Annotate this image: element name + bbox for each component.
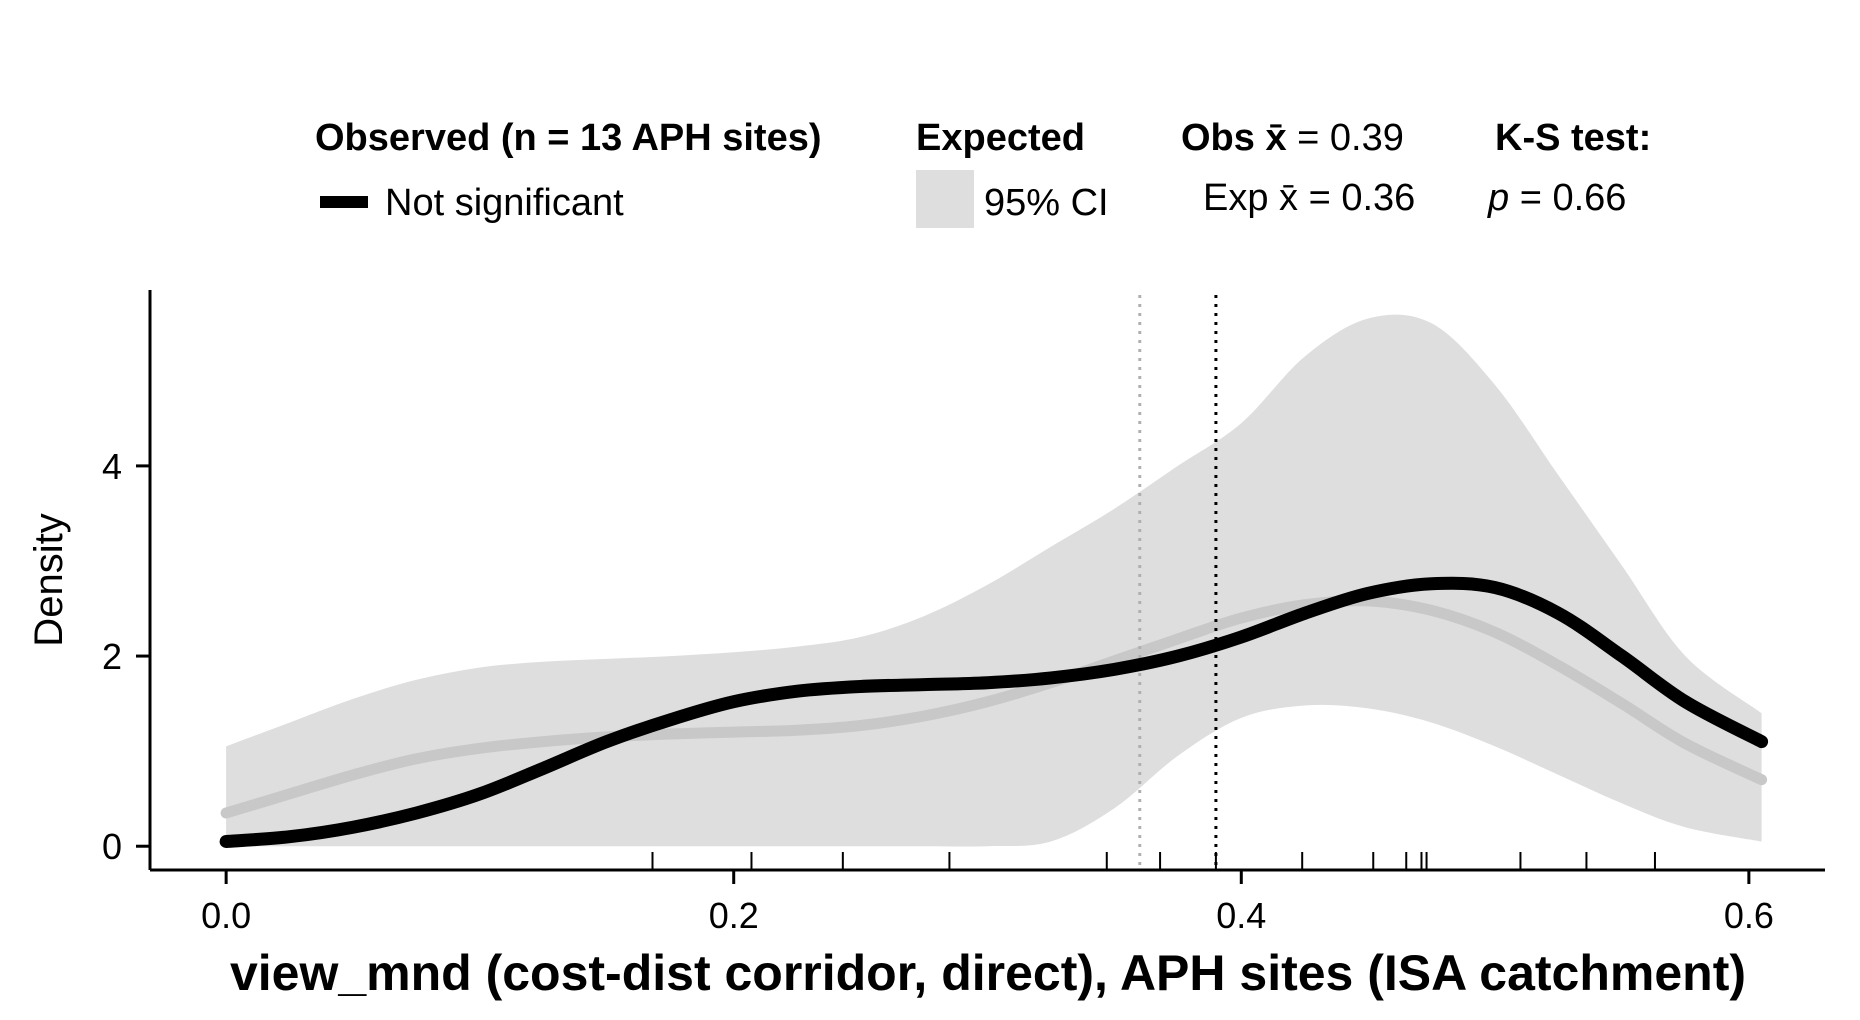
x-tick-label: 0.4: [1216, 895, 1266, 936]
obs-mean-label: Obs x̄ = 0.39: [1181, 117, 1404, 159]
x-tick-label: 0.2: [709, 895, 759, 936]
ks-test-title: K-S test:: [1495, 117, 1651, 159]
legend-expected-title: Expected: [916, 117, 1085, 159]
expected-density-line: [220, 595, 1768, 819]
exp-mean-label: Exp x̄ = 0.36: [1203, 177, 1415, 219]
x-tick-label: 0.0: [201, 895, 251, 936]
y-tick-label: 2: [102, 636, 122, 677]
legend-observed-item: Not significant: [385, 182, 624, 224]
x-tick-label: 0.6: [1724, 895, 1774, 936]
x-axis-title: view_mnd (cost-dist corridor, direct), A…: [230, 945, 1746, 1001]
legend: Observed (n = 13 APH sites) Not signific…: [315, 117, 1651, 228]
observed-density-line: [219, 576, 1769, 848]
legend-ci-item: 95% CI: [984, 182, 1109, 224]
ks-p-value: p = 0.66: [1487, 177, 1626, 219]
legend-observed-title: Observed (n = 13 APH sites): [315, 117, 822, 159]
axis-ticks: 0.0 0.2 0.4 0.6 0 2 4: [102, 446, 1774, 936]
y-tick-label: 4: [102, 446, 122, 487]
plot-area: [219, 295, 1769, 870]
legend-ci-swatch: [916, 170, 974, 228]
ci-band: [226, 314, 1762, 847]
y-tick-label: 0: [102, 826, 122, 867]
y-axis-title: Density: [27, 513, 71, 646]
